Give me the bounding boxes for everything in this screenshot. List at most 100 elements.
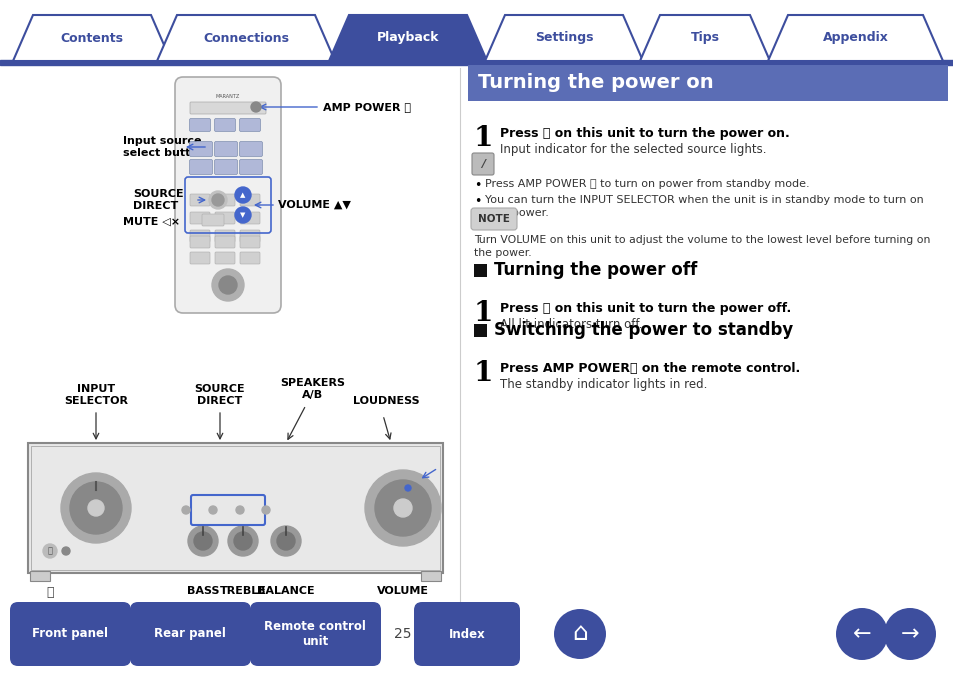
Bar bbox=[474, 324, 486, 337]
Text: •: • bbox=[474, 179, 481, 192]
Text: Index: Index bbox=[448, 627, 485, 641]
Text: You can turn the INPUT SELECTOR when the unit is in standby mode to turn on: You can turn the INPUT SELECTOR when the… bbox=[484, 195, 923, 205]
Bar bbox=[420, 571, 440, 581]
Polygon shape bbox=[639, 15, 769, 61]
FancyBboxPatch shape bbox=[214, 194, 234, 206]
Circle shape bbox=[375, 480, 431, 536]
Text: ⏻: ⏻ bbox=[46, 586, 53, 600]
Text: Playback: Playback bbox=[376, 32, 438, 44]
Circle shape bbox=[234, 187, 251, 203]
FancyBboxPatch shape bbox=[240, 212, 260, 224]
Text: the power.: the power. bbox=[474, 248, 531, 258]
Circle shape bbox=[365, 470, 440, 546]
Text: SOURCE
DIRECT: SOURCE DIRECT bbox=[194, 384, 245, 406]
Text: 1: 1 bbox=[474, 300, 493, 327]
FancyBboxPatch shape bbox=[471, 208, 517, 230]
Circle shape bbox=[193, 532, 212, 550]
Text: SPEAKERS
A/B: SPEAKERS A/B bbox=[280, 378, 345, 400]
Text: ▲: ▲ bbox=[240, 192, 246, 198]
Circle shape bbox=[209, 506, 216, 514]
FancyBboxPatch shape bbox=[239, 141, 262, 157]
Circle shape bbox=[182, 506, 190, 514]
Circle shape bbox=[188, 526, 218, 556]
Circle shape bbox=[62, 547, 70, 555]
FancyBboxPatch shape bbox=[202, 214, 224, 226]
Circle shape bbox=[234, 207, 251, 223]
Circle shape bbox=[43, 544, 57, 558]
Polygon shape bbox=[157, 15, 335, 61]
Circle shape bbox=[228, 526, 257, 556]
FancyBboxPatch shape bbox=[130, 602, 251, 666]
FancyBboxPatch shape bbox=[190, 194, 210, 206]
Text: Remote control
unit: Remote control unit bbox=[264, 620, 366, 648]
FancyBboxPatch shape bbox=[214, 252, 234, 264]
FancyBboxPatch shape bbox=[240, 230, 260, 242]
Circle shape bbox=[883, 608, 935, 660]
Text: INPUT
SELECTOR: INPUT SELECTOR bbox=[64, 384, 128, 406]
Text: Settings: Settings bbox=[535, 32, 593, 44]
Text: Turn VOLUME on this unit to adjust the volume to the lowest level before turning: Turn VOLUME on this unit to adjust the v… bbox=[474, 235, 929, 245]
Text: 1: 1 bbox=[474, 125, 493, 152]
Circle shape bbox=[61, 473, 131, 543]
FancyBboxPatch shape bbox=[214, 160, 237, 174]
Circle shape bbox=[233, 532, 252, 550]
FancyBboxPatch shape bbox=[214, 141, 237, 157]
Bar bbox=[474, 264, 486, 277]
Circle shape bbox=[70, 482, 122, 534]
Text: Input indicator for the selected source lights.: Input indicator for the selected source … bbox=[499, 143, 765, 156]
Bar bbox=[30, 571, 50, 581]
Text: 25: 25 bbox=[394, 627, 412, 641]
Circle shape bbox=[219, 276, 236, 294]
FancyBboxPatch shape bbox=[190, 230, 210, 242]
Circle shape bbox=[88, 500, 104, 516]
Text: Switching the power to standby: Switching the power to standby bbox=[494, 321, 792, 339]
Text: Tips: Tips bbox=[690, 32, 719, 44]
Text: Input source
select buttons: Input source select buttons bbox=[123, 136, 213, 157]
Bar bbox=[30, 446, 439, 570]
Text: VOLUME: VOLUME bbox=[376, 586, 429, 596]
Text: Connections: Connections bbox=[203, 32, 289, 44]
Circle shape bbox=[212, 194, 224, 206]
FancyBboxPatch shape bbox=[190, 160, 213, 174]
Circle shape bbox=[835, 608, 887, 660]
Text: →: → bbox=[900, 624, 919, 644]
FancyBboxPatch shape bbox=[414, 602, 519, 666]
Text: Contents: Contents bbox=[60, 32, 123, 44]
FancyBboxPatch shape bbox=[214, 236, 234, 248]
Bar bbox=[28, 443, 442, 573]
Polygon shape bbox=[767, 15, 942, 61]
Text: The standby indicator lights in red.: The standby indicator lights in red. bbox=[499, 378, 706, 391]
Text: AMP POWER ⏻: AMP POWER ⏻ bbox=[323, 102, 411, 112]
Polygon shape bbox=[484, 15, 642, 61]
Circle shape bbox=[251, 102, 261, 112]
Text: Rear panel: Rear panel bbox=[153, 627, 226, 641]
FancyBboxPatch shape bbox=[190, 236, 210, 248]
Text: Turning the power off: Turning the power off bbox=[494, 261, 697, 279]
Text: MARANTZ: MARANTZ bbox=[215, 94, 240, 100]
Circle shape bbox=[209, 191, 227, 209]
FancyBboxPatch shape bbox=[239, 118, 260, 131]
Text: •: • bbox=[474, 195, 481, 208]
FancyBboxPatch shape bbox=[214, 212, 234, 224]
Text: ⏻: ⏻ bbox=[48, 546, 52, 555]
FancyBboxPatch shape bbox=[190, 212, 210, 224]
FancyBboxPatch shape bbox=[174, 77, 281, 313]
FancyBboxPatch shape bbox=[190, 252, 210, 264]
Circle shape bbox=[394, 499, 412, 517]
Text: 1: 1 bbox=[474, 360, 493, 387]
Text: TREBLE: TREBLE bbox=[219, 586, 266, 596]
Text: Press ⏻ on this unit to turn the power on.: Press ⏻ on this unit to turn the power o… bbox=[499, 127, 789, 140]
Text: BASS: BASS bbox=[187, 586, 219, 596]
FancyBboxPatch shape bbox=[240, 252, 260, 264]
Text: the power.: the power. bbox=[490, 208, 548, 218]
Text: Appendix: Appendix bbox=[821, 32, 887, 44]
Text: ←: ← bbox=[852, 624, 870, 644]
Circle shape bbox=[405, 485, 411, 491]
Text: ⌂: ⌂ bbox=[572, 621, 587, 645]
FancyBboxPatch shape bbox=[190, 118, 211, 131]
Text: VOLUME ▲▼: VOLUME ▲▼ bbox=[277, 200, 351, 210]
Text: NOTE: NOTE bbox=[477, 214, 510, 224]
FancyBboxPatch shape bbox=[239, 160, 262, 174]
FancyBboxPatch shape bbox=[190, 102, 266, 114]
FancyBboxPatch shape bbox=[240, 236, 260, 248]
